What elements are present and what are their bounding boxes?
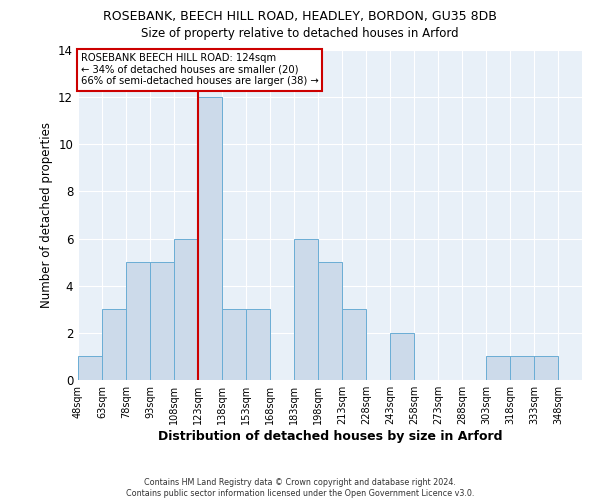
Bar [246,310,270,380]
Bar [78,356,102,380]
X-axis label: Distribution of detached houses by size in Arford: Distribution of detached houses by size … [158,430,502,443]
Bar [342,310,366,380]
Text: Contains HM Land Registry data © Crown copyright and database right 2024.
Contai: Contains HM Land Registry data © Crown c… [126,478,474,498]
Y-axis label: Number of detached properties: Number of detached properties [40,122,53,308]
Text: ROSEBANK, BEECH HILL ROAD, HEADLEY, BORDON, GU35 8DB: ROSEBANK, BEECH HILL ROAD, HEADLEY, BORD… [103,10,497,23]
Bar [318,262,342,380]
Bar [534,356,558,380]
Bar [102,310,126,380]
Bar [390,333,414,380]
Bar [198,97,222,380]
Bar [510,356,534,380]
Text: ROSEBANK BEECH HILL ROAD: 124sqm
← 34% of detached houses are smaller (20)
66% o: ROSEBANK BEECH HILL ROAD: 124sqm ← 34% o… [80,54,318,86]
Bar [294,238,318,380]
Bar [126,262,150,380]
Bar [486,356,510,380]
Text: Size of property relative to detached houses in Arford: Size of property relative to detached ho… [141,28,459,40]
Bar [174,238,198,380]
Bar [222,310,246,380]
Bar [150,262,174,380]
